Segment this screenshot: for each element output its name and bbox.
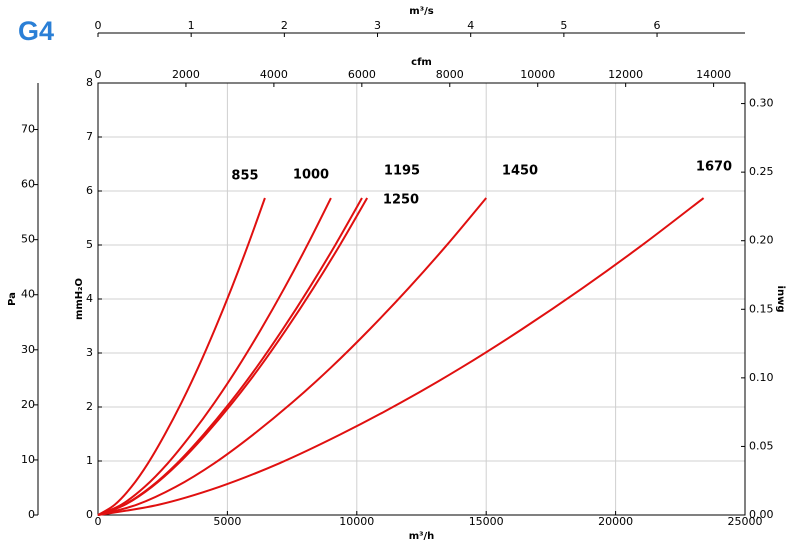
curve-label: 1670 [696, 160, 732, 175]
top-tick-label: 2 [281, 19, 288, 32]
x-tick-label: 25000 [728, 515, 763, 528]
y-tick-label: 1 [86, 454, 93, 467]
y-tick-label: 8 [86, 76, 93, 89]
chart-title: G4 [18, 16, 54, 46]
x-axis-title: m³/h [409, 531, 435, 542]
y2-tick-label: 0.00 [749, 508, 774, 521]
y2-axis-title: inwg [775, 286, 786, 313]
top-tick-label: 12000 [608, 68, 643, 81]
y2-tick-label: 0.30 [749, 97, 774, 110]
top-axis-title: cfm [411, 57, 432, 68]
y-tick-label: 5 [86, 238, 93, 251]
curve [97, 197, 705, 516]
curve-label: 1450 [502, 164, 538, 179]
y-tick-label: 4 [86, 292, 93, 305]
top-tick-label: 0 [95, 19, 102, 32]
top-tick-label: 4000 [260, 68, 288, 81]
top-axis-title: m³/s [409, 6, 433, 17]
y-tick-label: 0 [86, 508, 93, 521]
x-tick-label: 5000 [213, 515, 241, 528]
pa-tick-label: 40 [21, 288, 35, 301]
curve-label: 1250 [383, 193, 419, 208]
y2-tick-label: 0.25 [749, 165, 774, 178]
curve [97, 197, 266, 516]
top-tick-label: 14000 [696, 68, 731, 81]
y-tick-label: 3 [86, 346, 93, 359]
pa-tick-label: 0 [28, 508, 35, 521]
top-tick-label: 10000 [520, 68, 555, 81]
x-tick-label: 15000 [469, 515, 504, 528]
pa-tick-label: 70 [21, 123, 35, 136]
curve [97, 197, 363, 516]
top-tick-label: 6000 [348, 68, 376, 81]
curve [97, 197, 369, 516]
top-tick-label: 5 [560, 19, 567, 32]
pa-tick-label: 20 [21, 398, 35, 411]
pa-tick-label: 50 [21, 233, 35, 246]
y2-tick-label: 0.10 [749, 371, 774, 384]
pa-tick-label: 30 [21, 343, 35, 356]
y-tick-label: 2 [86, 400, 93, 413]
x-tick-label: 0 [95, 515, 102, 528]
y-tick-label: 7 [86, 130, 93, 143]
curve-label: 1195 [384, 164, 420, 179]
y2-tick-label: 0.20 [749, 234, 774, 247]
y2-tick-label: 0.15 [749, 302, 774, 315]
top-tick-label: 4 [467, 19, 474, 32]
pa-tick-label: 60 [21, 178, 35, 191]
top-tick-label: 1 [188, 19, 195, 32]
top-tick-label: 3 [374, 19, 381, 32]
curve-label: 855 [231, 169, 258, 184]
y-tick-label: 6 [86, 184, 93, 197]
x-tick-label: 20000 [598, 515, 633, 528]
pa-tick-label: 10 [21, 453, 35, 466]
top-tick-label: 8000 [436, 68, 464, 81]
curve [97, 197, 487, 516]
top-tick-label: 6 [654, 19, 661, 32]
y2-tick-label: 0.05 [749, 439, 774, 452]
top-tick-label: 0 [95, 68, 102, 81]
x-tick-label: 10000 [339, 515, 374, 528]
pa-axis-title: Pa [7, 292, 18, 306]
y-axis-title: mmH₂O [74, 278, 85, 320]
curve [97, 197, 332, 516]
top-tick-label: 2000 [172, 68, 200, 81]
curve-label: 1000 [293, 168, 329, 183]
